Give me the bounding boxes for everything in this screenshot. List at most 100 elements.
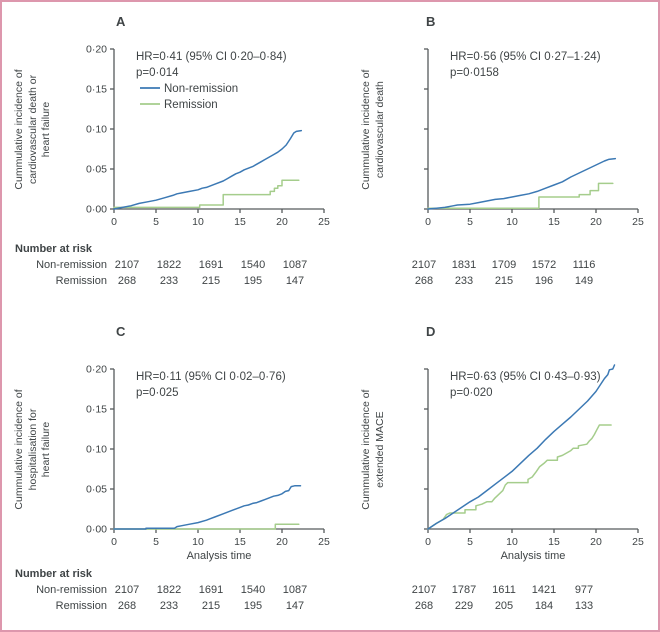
risk-value: 233 [159, 275, 179, 287]
x-tick-label: 5 [153, 216, 159, 228]
risk-value: 233 [454, 275, 474, 287]
risk-value: 233 [159, 600, 179, 612]
risk-value: 1540 [240, 259, 266, 271]
annotation-text: p=0·0158 [450, 67, 499, 79]
risk-value: 2107 [114, 259, 140, 271]
risk-value: 1087 [282, 584, 308, 596]
plot-panel-c: 0·00 0·05 0·10 0·15 0·20 0 5 10 15 20 25 HR=0·11 (9… [86, 364, 330, 549]
x-tick-label: 0 [111, 216, 117, 228]
plot-panel-b: 0 5 10 15 20 25 HR=0·56 (95% CI 0·27–1·24) p=0·… [424, 48, 644, 228]
risk-value: 1611 [492, 584, 516, 596]
panel-letter-a: A [116, 14, 126, 29]
y-tick-label: 0·20 [86, 44, 107, 56]
risk-value: 1831 [451, 259, 477, 271]
plot-panel-d: 0 5 10 15 20 25 HR=0·63 (95% CI 0·43–0·93) p=0·… [424, 364, 644, 548]
risk-value: 1572 [531, 259, 557, 271]
x-tick-label: 0 [425, 536, 431, 548]
risk-value: 147 [285, 275, 305, 287]
y-tick-label: 0·00 [86, 524, 107, 536]
x-tick-label: 25 [632, 216, 644, 228]
curve-non-remission [427, 364, 616, 530]
curve-remission [113, 523, 300, 530]
x-tick-label: 25 [632, 536, 644, 548]
x-tick-label: 20 [590, 216, 602, 228]
x-tick-label: 10 [192, 216, 204, 228]
risk-value: 195 [243, 600, 263, 612]
x-tick-label: 10 [192, 536, 204, 548]
risk-value: 1421 [531, 584, 557, 596]
curve-non-remission [113, 129, 303, 210]
annotation-text: p=0·020 [450, 387, 493, 399]
risk-value: 1822 [156, 584, 182, 596]
x-tick-label: 15 [548, 536, 560, 548]
risk-value: 2107 [411, 584, 437, 596]
annotation-text: HR=0·11 (95% CI 0·02–0·76) [136, 371, 286, 383]
panel-letter-c: C [116, 324, 126, 339]
risk-value: 133 [574, 600, 594, 612]
x-tick-label: 15 [234, 536, 246, 548]
curve-remission [113, 179, 300, 209]
risk-row-label: Remission [55, 600, 107, 612]
risk-value: 268 [414, 600, 434, 612]
x-tick-label: 20 [276, 536, 288, 548]
x-tick-label: 10 [506, 536, 518, 548]
x-tick-label: 5 [153, 536, 159, 548]
risk-value: 215 [201, 275, 221, 287]
x-tick-label: 20 [276, 216, 288, 228]
curve-non-remission [113, 485, 302, 530]
y-tick-label: 0·15 [86, 404, 107, 416]
y-axis-label-d: Cummulative incidence of extended MACE [352, 367, 394, 532]
risk-value: 268 [414, 275, 434, 287]
annotation-text: p=0·014 [136, 67, 179, 79]
risk-value: 1540 [240, 584, 266, 596]
curve-remission [427, 424, 612, 530]
curve-remission [427, 182, 614, 209]
legend-label: Remission [164, 99, 218, 111]
legend-label: Non-remission [164, 83, 238, 95]
risk-value: 184 [534, 600, 554, 612]
y-tick-label: 0·00 [86, 204, 107, 216]
x-tick-label: 5 [467, 216, 473, 228]
y-tick-label: 0·05 [86, 484, 107, 496]
risk-row-label: Non-remission [36, 259, 107, 271]
risk-value: 1709 [491, 259, 517, 271]
curve-non-remission [427, 157, 617, 210]
risk-row-label: Non-remission [36, 584, 107, 596]
x-tick-label: 5 [467, 536, 473, 548]
risk-value: 2107 [411, 259, 437, 271]
annotation-text: HR=0·63 (95% CI 0·43–0·93) [450, 371, 601, 383]
plot-panel-a: 0·00 0·05 0·10 0·15 0·20 0 5 10 15 20 25 HR=0·41 (9… [86, 44, 330, 229]
risk-value: 1822 [156, 259, 182, 271]
x-axis-label-c: Analysis time [186, 550, 252, 562]
annotation-text: HR=0·41 (95% CI 0·20–0·84) [136, 51, 287, 63]
risk-value: 215 [201, 600, 221, 612]
risk-value: 2107 [114, 584, 140, 596]
x-tick-label: 25 [318, 216, 330, 228]
panel-letter-b: B [426, 14, 436, 29]
y-axis-label-d-text: Cummulative incidence of extended MACE [359, 389, 385, 510]
x-tick-label: 25 [318, 536, 330, 548]
risk-value: 1691 [198, 584, 224, 596]
y-axis-label-b-text: Cummulative incidence of cardiovascular … [359, 69, 385, 190]
risk-value: 147 [285, 600, 305, 612]
x-tick-label: 0 [111, 536, 117, 548]
risk-value: 1691 [198, 259, 224, 271]
x-tick-label: 20 [590, 536, 602, 548]
x-tick-label: 15 [548, 216, 560, 228]
y-tick-label: 0·10 [86, 444, 107, 456]
risk-value: 196 [534, 275, 554, 287]
x-tick-label: 0 [425, 216, 431, 228]
risk-row-label: Remission [55, 275, 107, 287]
risk-value: 195 [243, 275, 263, 287]
y-axis-label-c: Cummulative incidence of hospitalisation… [6, 367, 60, 532]
y-axis-label-b: Cummulative incidence of cardiovascular … [352, 47, 394, 212]
annotation-text: p=0·025 [136, 387, 179, 399]
y-tick-label: 0·15 [86, 84, 107, 96]
y-axis-label-a: Cummulative incidence of cardiovascular … [6, 47, 60, 212]
x-tick-label: 10 [506, 216, 518, 228]
x-tick-label: 15 [234, 216, 246, 228]
risk-value: 977 [574, 584, 594, 596]
y-axis-label-a-text: Cummulative incidence of cardiovascular … [12, 69, 52, 190]
annotation-text: HR=0·56 (95% CI 0·27–1·24) [450, 51, 601, 63]
